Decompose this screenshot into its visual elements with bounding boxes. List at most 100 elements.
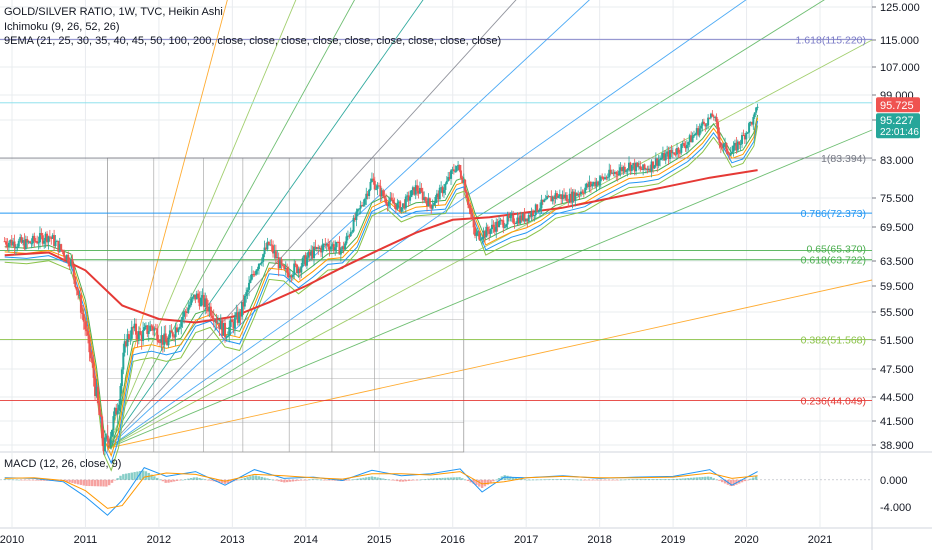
macd-histogram-bar — [721, 479, 724, 483]
candle-body — [30, 243, 33, 245]
candle-body — [697, 128, 700, 136]
candle-body — [68, 263, 71, 267]
candle-body — [318, 247, 321, 249]
macd-histogram-bar — [189, 478, 193, 480]
macd-histogram-bar — [107, 479, 111, 486]
candle-body — [9, 239, 12, 243]
candle-body — [560, 194, 563, 200]
candle-body — [537, 210, 540, 212]
candle-body — [37, 242, 40, 244]
macd-histogram-bar — [184, 479, 187, 480]
macd-signal-line — [4, 471, 758, 509]
candle-body — [452, 169, 455, 172]
candle-body — [424, 197, 427, 201]
macd-histogram-bar — [65, 479, 69, 482]
macd-histogram-bar — [543, 479, 546, 481]
macd-histogram-bar — [373, 476, 376, 480]
candle-body — [403, 203, 406, 209]
candle-body — [685, 144, 688, 149]
price-tick-label: 59.500 — [880, 281, 914, 293]
candle-body — [277, 257, 280, 269]
macd-histogram-bar — [144, 471, 148, 480]
macd-histogram-bar — [291, 479, 295, 482]
macd-histogram-bar — [96, 479, 100, 487]
candle-body — [24, 239, 27, 249]
candle-body — [601, 176, 604, 178]
fan-line — [107, 39, 873, 449]
candle-body — [353, 217, 356, 221]
macd-histogram-bar — [596, 479, 600, 481]
macd-histogram-bar — [17, 479, 20, 481]
candle-body — [591, 184, 594, 187]
macd-histogram-bar — [602, 479, 605, 481]
candle-body — [290, 275, 293, 278]
macd-histogram-bar — [639, 479, 642, 480]
price-tick-label: 125.000 — [880, 2, 920, 14]
candle-body — [252, 273, 255, 275]
ema-line — [4, 120, 759, 465]
candle-body — [60, 244, 63, 250]
macd-histogram-bar — [740, 479, 744, 483]
candle-body — [512, 215, 515, 223]
candle-body — [726, 151, 729, 154]
candle-body — [125, 341, 128, 347]
candle-body — [666, 151, 669, 155]
candle-body — [379, 185, 382, 197]
macd-histogram-bar — [613, 479, 617, 481]
macd-histogram-bar — [102, 479, 105, 487]
macd-histogram-bar — [116, 478, 119, 480]
macd-histogram-bar — [192, 477, 196, 480]
time-tick-label: 2010 — [0, 534, 24, 546]
candle-body — [533, 215, 536, 217]
candle-body — [235, 312, 238, 318]
candle-body — [355, 211, 358, 221]
macd-histogram-bar — [495, 479, 498, 481]
macd-histogram-bar — [430, 478, 433, 480]
candle-body — [644, 168, 647, 170]
macd-histogram-bar — [31, 479, 35, 481]
candle-body — [587, 183, 590, 187]
macd-histogram-bar — [695, 477, 699, 480]
candle-body — [351, 231, 354, 233]
macd-histogram-bar — [670, 479, 673, 480]
macd-histogram-bar — [206, 479, 210, 481]
candle-body — [348, 235, 351, 237]
macd-histogram-bar — [475, 479, 478, 486]
macd-histogram-bar — [551, 479, 554, 480]
macd-histogram-bar — [178, 479, 182, 481]
candle-body — [527, 215, 530, 222]
candle-body — [154, 328, 157, 330]
macd-histogram-bar — [161, 479, 165, 482]
candle-body — [615, 172, 618, 175]
macd-histogram-bar — [356, 478, 360, 480]
candle-body — [41, 235, 44, 244]
candle-body — [506, 215, 509, 225]
candle-body — [280, 259, 283, 265]
candle-body — [599, 176, 602, 182]
fan-line — [107, 0, 356, 449]
macd-histogram-bar — [418, 479, 422, 481]
price-tick-label: 38.900 — [880, 440, 914, 452]
candle-body — [331, 244, 334, 247]
candle-body — [475, 232, 478, 236]
macd-histogram-bar — [9, 479, 12, 480]
macd-histogram-bar — [588, 479, 591, 481]
candle-body — [209, 306, 212, 316]
macd-histogram-bar — [345, 479, 348, 481]
macd-histogram-bar — [653, 479, 656, 480]
macd-histogram-bar — [545, 479, 549, 481]
candle-body — [656, 158, 659, 166]
macd-histogram-bar — [616, 479, 619, 481]
candle-body — [639, 166, 642, 170]
candle-body — [358, 208, 361, 210]
candle-body — [327, 243, 330, 247]
macd-histogram-bar — [198, 477, 201, 480]
candle-body — [402, 203, 405, 208]
candle-body — [663, 152, 666, 161]
macd-histogram-bar — [285, 479, 289, 483]
candle-body — [454, 171, 457, 173]
candle-body — [584, 187, 587, 193]
candle-body — [526, 218, 529, 222]
candle-body — [132, 327, 135, 329]
